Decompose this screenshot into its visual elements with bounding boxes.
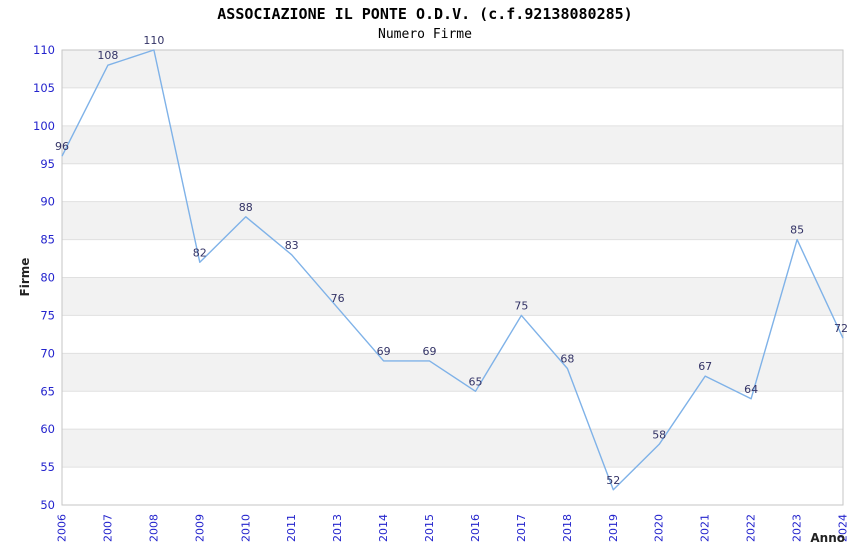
plot-band	[62, 353, 843, 392]
x-axis-title: Anno	[810, 531, 845, 545]
plot-band	[62, 201, 843, 240]
x-tick-label-2010: 2010	[239, 514, 252, 542]
data-label-2021: 67	[698, 360, 712, 373]
x-tick-label-2016: 2016	[469, 514, 482, 542]
data-label-2023: 85	[790, 224, 804, 237]
y-tick-label: 110	[33, 43, 55, 57]
y-tick-label: 90	[40, 195, 55, 209]
data-label-2018: 68	[560, 353, 574, 366]
y-tick-label: 105	[33, 81, 55, 95]
data-label-2007: 108	[97, 49, 118, 62]
plot-band	[62, 277, 843, 316]
plot-border	[61, 49, 844, 506]
x-tick-label-2013: 2013	[331, 514, 344, 542]
x-tick-label-2019: 2019	[607, 514, 620, 542]
x-tick-label-2009: 2009	[193, 514, 206, 542]
y-tick-label: 55	[40, 460, 55, 474]
y-tick-label: 65	[40, 384, 55, 398]
y-tick-label: 75	[40, 308, 55, 322]
x-tick-label-2020: 2020	[653, 514, 666, 542]
chart-title: ASSOCIAZIONE IL PONTE O.D.V. (c.f.921380…	[217, 5, 633, 23]
y-tick-label: 70	[40, 346, 55, 360]
data-label-2015: 69	[423, 345, 437, 358]
data-label-2013: 76	[331, 292, 345, 305]
plot-band	[62, 429, 843, 468]
x-tick-label-2022: 2022	[745, 514, 758, 542]
data-label-2017: 75	[514, 299, 528, 312]
data-label-2011: 83	[285, 239, 299, 252]
series-line	[61, 49, 844, 491]
x-tick-label-2021: 2021	[699, 514, 712, 542]
data-label-2019: 52	[606, 474, 620, 487]
y-axis-title: Firme	[18, 258, 32, 297]
x-tick-label-2023: 2023	[791, 514, 804, 542]
y-tick-label: 80	[40, 271, 55, 285]
data-label-2010: 88	[239, 201, 253, 214]
data-label-2009: 82	[193, 246, 207, 259]
plot-band	[62, 125, 843, 164]
y-tick-label: 50	[40, 498, 55, 512]
x-tick-label-2006: 2006	[56, 514, 69, 542]
data-label-2024: 72	[834, 322, 848, 335]
y-tick-label: 95	[40, 157, 55, 171]
data-label-2022: 64	[744, 383, 758, 396]
chart-subtitle: Numero Firme	[378, 27, 472, 42]
y-tick-label: 100	[33, 119, 55, 133]
data-label-2014: 69	[377, 345, 391, 358]
y-tick-label: 60	[40, 422, 55, 436]
x-tick-label-2007: 2007	[101, 514, 114, 542]
x-tick-label-2011: 2011	[285, 514, 298, 542]
x-tick-label-2024: 2024	[837, 514, 850, 542]
plot-band	[62, 50, 843, 88]
x-tick-label-2018: 2018	[561, 514, 574, 542]
x-tick-label-2015: 2015	[423, 514, 436, 542]
x-tick-label-2008: 2008	[147, 514, 160, 542]
x-tick-label-2014: 2014	[377, 514, 390, 542]
data-label-2008: 110	[143, 34, 164, 47]
data-label-2006: 96	[55, 140, 69, 153]
data-label-2020: 58	[652, 428, 666, 441]
data-label-2016: 65	[469, 375, 483, 388]
x-tick-label-2017: 2017	[515, 514, 528, 542]
y-tick-label: 85	[40, 233, 55, 247]
